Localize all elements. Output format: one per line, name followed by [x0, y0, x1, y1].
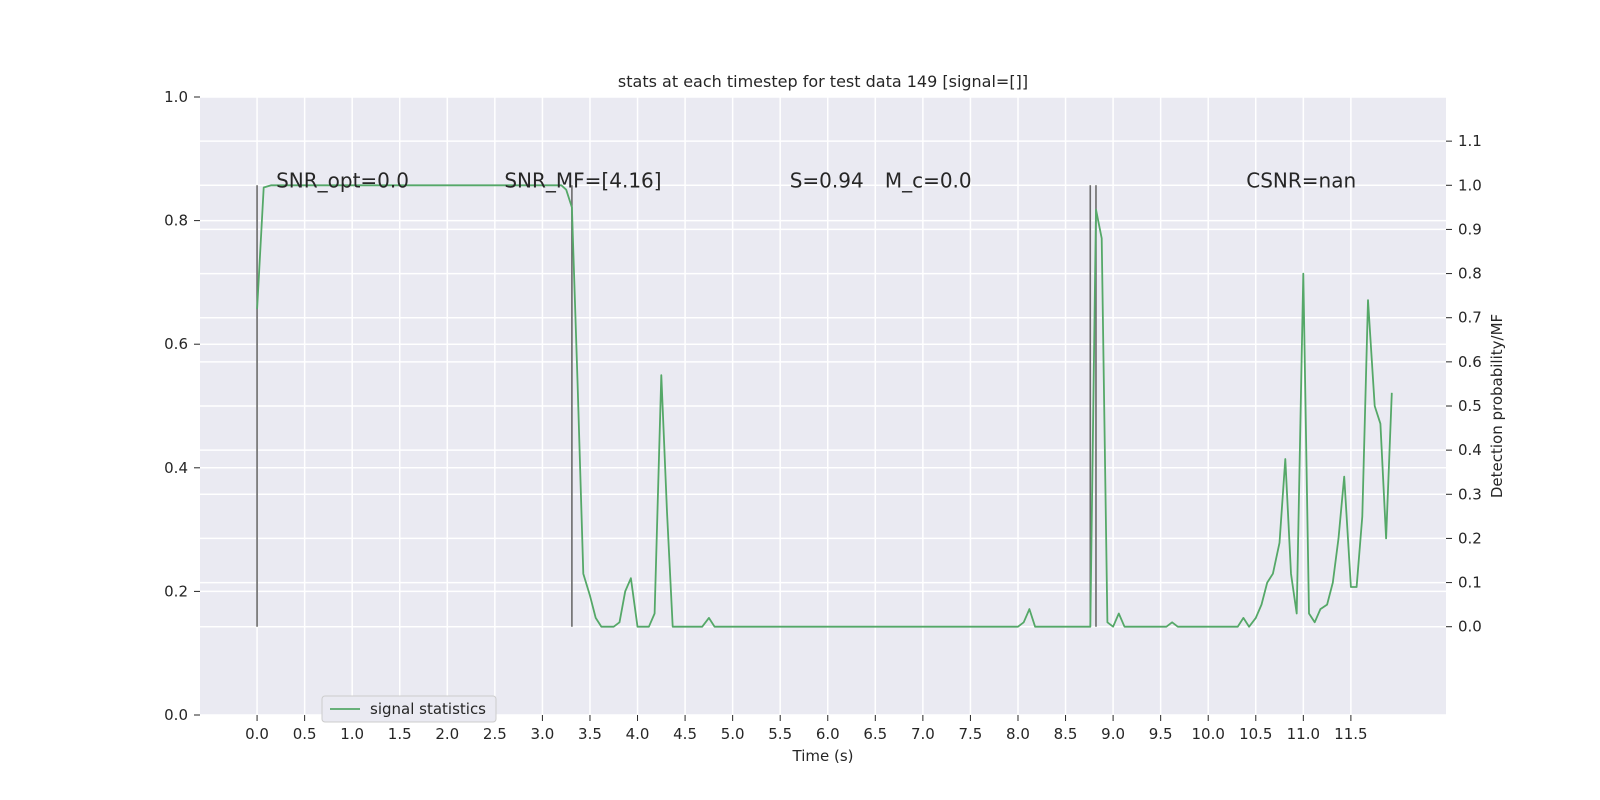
y-tick-label: 0.4	[164, 459, 188, 477]
x-tick-label: 5.0	[721, 725, 745, 743]
x-tick-label: 4.0	[626, 725, 650, 743]
y2-tick-label: 1.1	[1458, 132, 1482, 150]
y2-axis-label: Detection probability/MF	[1488, 314, 1506, 498]
y2-tick-label: 0.3	[1458, 485, 1482, 503]
y2-tick-label: 0.9	[1458, 220, 1482, 238]
y-tick-label: 0.8	[164, 212, 188, 230]
x-tick-label: 1.5	[388, 725, 412, 743]
legend-box	[321, 695, 497, 723]
x-tick-label: 10.5	[1239, 725, 1272, 743]
y2-tick-label: 0.1	[1458, 574, 1482, 592]
x-tick-label: 7.0	[911, 725, 935, 743]
x-tick-label: 8.5	[1054, 725, 1078, 743]
annotation-csnr: CSNR=nan	[1246, 168, 1356, 192]
x-axis-label: Time (s)	[792, 747, 854, 765]
vertical-markers	[256, 185, 1097, 627]
x-tick-label: 11.5	[1334, 725, 1367, 743]
y-tick-label: 1.0	[164, 88, 188, 106]
grid-lines	[200, 96, 1446, 716]
x-tick-label: 1.0	[340, 725, 364, 743]
x-tick-label: 4.5	[673, 725, 697, 743]
annotation-snr-mf: SNR_MF=[4.16]	[504, 168, 661, 192]
x-tick-label: 0.0	[245, 725, 269, 743]
legend-label: signal statistics	[370, 700, 486, 718]
x-tick-label: 9.5	[1149, 725, 1173, 743]
x-tick-label: 6.0	[816, 725, 840, 743]
x-tick-label: 2.5	[483, 725, 507, 743]
x-tick-label: 11.0	[1287, 725, 1320, 743]
chart-title: stats at each timestep for test data 149…	[618, 72, 1028, 91]
y2-tick-label: 0.5	[1458, 397, 1482, 415]
y2-tick-label: 1.0	[1458, 176, 1482, 194]
y2-tick-label: 0.4	[1458, 441, 1482, 459]
series-lines	[256, 184, 1393, 628]
y2-tick-label: 0.8	[1458, 265, 1482, 283]
x-tick-label: 7.5	[958, 725, 982, 743]
x-tick-label: 0.5	[293, 725, 317, 743]
legend: signal statistics	[321, 695, 497, 723]
annotations: SNR_opt=0.0 SNR_MF=[4.16] S=0.94 M_c=0.0 CSN…	[276, 168, 1356, 192]
x-tick-label: 6.5	[863, 725, 887, 743]
y-tick-label: 0.2	[164, 582, 188, 600]
y2-tick-label: 0.6	[1458, 353, 1482, 371]
x-tick-label: 3.0	[530, 725, 554, 743]
annotation-s-val: S=0.94	[790, 168, 864, 192]
series-line-signal-statistics	[256, 184, 1393, 628]
x-tick-label: 9.0	[1101, 725, 1125, 743]
y2-tick-label: 0.7	[1458, 309, 1482, 327]
y2-tick-label: 0.2	[1458, 529, 1482, 547]
y-axis-ticks: 0.0 0.2 0.4 0.6 0.8 1.0	[164, 88, 200, 724]
y-tick-label: 0.0	[164, 706, 188, 724]
x-tick-label: 3.5	[578, 725, 602, 743]
x-axis-ticks: 0.0 0.5 1.0 1.5 2.0 2.5 3.0 3.5 4.0 4.5 5.0 5.5 6.0 6…	[245, 715, 1368, 743]
x-tick-label: 8.0	[1006, 725, 1030, 743]
x-tick-label: 5.5	[768, 725, 792, 743]
annotation-snr-opt: SNR_opt=0.0	[276, 168, 409, 192]
y2-axis-ticks: 0.0 0.1 0.2 0.3 0.4 0.5 0.6 0.7 0.8 0.9 1.0 1.1	[1446, 132, 1482, 636]
y-tick-label: 0.6	[164, 335, 188, 353]
annotation-mc-val: M_c=0.0	[885, 168, 972, 192]
x-tick-label: 10.0	[1192, 725, 1225, 743]
x-tick-label: 2.0	[435, 725, 459, 743]
y2-tick-label: 0.0	[1458, 618, 1482, 636]
